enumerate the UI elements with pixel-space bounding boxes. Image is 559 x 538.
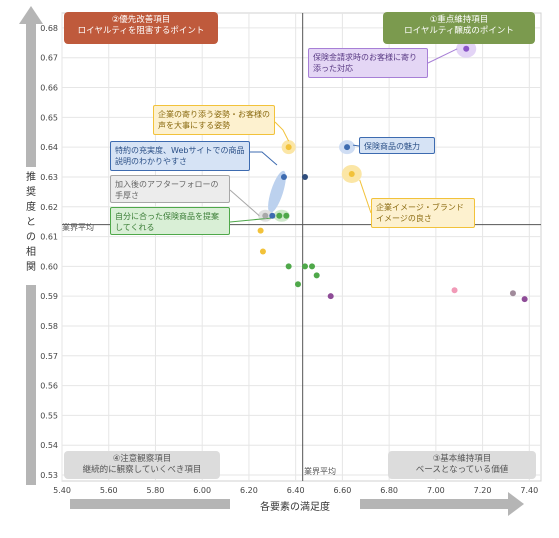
quadrant-q2-label: ②優先改善項目 ロイヤルティを阻害するポイント: [64, 12, 218, 44]
data-point-1: [463, 45, 470, 52]
note-purple: 保険金請求時のお客様に寄り添った対応: [308, 48, 428, 78]
y-tick-label: 0.68: [40, 24, 58, 33]
y-tick-label: 0.59: [40, 292, 58, 301]
note-yellow-top: 企業の寄り添う姿勢・お客様の声を大事にする姿勢: [153, 105, 275, 135]
note-yellow-right-text: 企業イメージ・ブランドイメージの良さ: [376, 203, 464, 223]
avg-label-vertical: 業界平均: [304, 467, 336, 476]
x-tick-label: 5.80: [147, 486, 165, 495]
quadrant-q1-label: ①重点維持項目 ロイヤルティ醸成のポイント: [383, 12, 535, 44]
q2-title: ②優先改善項目: [111, 15, 171, 25]
data-point-15: [309, 263, 316, 270]
y-tick-label: 0.55: [40, 411, 58, 420]
x-tick-label: 6.80: [380, 486, 398, 495]
note-green: 自分に合った保険商品を提案してくれる: [110, 207, 230, 235]
data-points: [257, 45, 528, 303]
data-point-2: [285, 144, 292, 151]
highlight-shapes: [229, 39, 477, 223]
connector-yellow-top: [274, 121, 290, 142]
y-tick-label: 0.57: [40, 352, 58, 361]
q3-title: ③基本維持項目: [432, 454, 492, 464]
data-point-6: [344, 144, 351, 151]
x-tick-label: 6.00: [193, 486, 211, 495]
connector-blue-left: [250, 151, 278, 166]
note-yellow-top-text: 企業の寄り添う姿勢・お客様の声を大事にする姿勢: [158, 110, 270, 130]
highlight-blue-left: [268, 170, 286, 213]
y-tick-label: 0.66: [40, 84, 58, 93]
y-tick-label: 0.64: [40, 143, 58, 152]
data-point-3: [348, 170, 355, 177]
y-tick-label: 0.62: [40, 203, 58, 212]
y-tick-label: 0.65: [40, 113, 58, 122]
connector-green: [229, 217, 275, 223]
data-point-13: [285, 263, 292, 270]
y-arrow-head: [19, 6, 43, 24]
connector-gray: [229, 189, 260, 217]
x-tick-label: 6.60: [333, 486, 351, 495]
y-arrow-shaft: [26, 22, 36, 167]
note-purple-text: 保険金請求時のお客様に寄り添った対応: [313, 53, 417, 73]
y-tick-label: 0.67: [40, 54, 58, 63]
q3-subtitle: ベースとなっている価値: [415, 465, 509, 475]
x-tick-label: 5.40: [53, 486, 71, 495]
data-point-10: [262, 212, 269, 219]
y-tick-label: 0.61: [40, 233, 58, 242]
note-blue-right: 保険商品の魅力: [359, 137, 435, 154]
axis-arrows: [19, 6, 524, 516]
note-green-text: 自分に合った保険商品を提案してくれる: [115, 212, 219, 232]
note-gray-text: 加入後のアフターフォローの手厚さ: [115, 180, 219, 200]
note-gray: 加入後のアフターフォローの手厚さ: [110, 175, 230, 203]
data-point-16: [313, 272, 320, 279]
x-tick-label: 7.20: [474, 486, 492, 495]
data-point-17: [294, 281, 301, 288]
x-tick-label: 7.00: [427, 486, 445, 495]
y-tick-label: 0.54: [40, 441, 58, 450]
grid: [61, 12, 542, 482]
y-tick-label: 0.58: [40, 322, 58, 331]
x-tick-label: 7.40: [520, 486, 538, 495]
data-point-19: [451, 287, 458, 294]
data-point-12: [283, 212, 290, 219]
data-point-14: [302, 263, 309, 270]
connector-blue-right: [352, 144, 360, 147]
y-axis-title: 推奨度との相関: [26, 172, 36, 273]
q1-subtitle: ロイヤルティ醸成のポイント: [404, 26, 514, 36]
data-point-7: [280, 173, 287, 180]
y-tick-label: 0.60: [40, 262, 58, 271]
x-tick-label: 6.20: [240, 486, 258, 495]
connector-purple: [427, 48, 458, 64]
connector-yellow-right: [359, 179, 372, 214]
y-arrow-shaft-lower: [26, 285, 36, 485]
y-tick-label: 0.63: [40, 173, 58, 182]
data-point-20: [509, 290, 516, 297]
data-point-4: [257, 227, 264, 234]
q1-title: ①重点維持項目: [429, 15, 489, 25]
y-tick-label: 0.56: [40, 382, 58, 391]
note-blue-left: 特約の充実度、Webサイトでの商品説明のわかりやすさ: [110, 141, 250, 171]
data-point-18: [327, 293, 334, 300]
x-arrow-shaft-right: [360, 499, 510, 509]
q2-subtitle: ロイヤルティを阻害するポイント: [77, 26, 205, 36]
q4-subtitle: 継続的に観察していくべき項目: [82, 465, 202, 475]
x-tick-label: 6.40: [287, 486, 305, 495]
quadrant-q3-label: ③基本維持項目 ベースとなっている価値: [388, 451, 536, 479]
x-tick-label: 5.60: [100, 486, 118, 495]
x-arrow-shaft: [70, 499, 230, 509]
quadrant-q4-label: ④注意観察項目 継続的に観察していくべき項目: [64, 451, 220, 479]
q4-title: ④注意観察項目: [112, 454, 172, 464]
note-blue-left-text: 特約の充実度、Webサイトでの商品説明のわかりやすさ: [115, 146, 245, 166]
note-blue-right-text: 保険商品の魅力: [364, 142, 420, 151]
data-point-11: [276, 212, 283, 219]
y-tick-label: 0.53: [40, 471, 58, 480]
note-yellow-right: 企業イメージ・ブランドイメージの良さ: [371, 198, 475, 228]
avg-label-horizontal: 業界平均: [62, 223, 94, 232]
data-point-21: [521, 296, 528, 303]
data-point-8: [269, 212, 276, 219]
x-arrow-head: [508, 492, 524, 516]
data-point-9: [302, 173, 309, 180]
data-point-5: [259, 248, 266, 255]
tick-labels: 5.40 5.60 5.80 6.00 6.20 6.40 6.60 6.80 7.00 7.20…: [40, 24, 538, 495]
plot-area: [61, 12, 542, 482]
x-axis-title: 各要素の満足度: [260, 502, 330, 513]
